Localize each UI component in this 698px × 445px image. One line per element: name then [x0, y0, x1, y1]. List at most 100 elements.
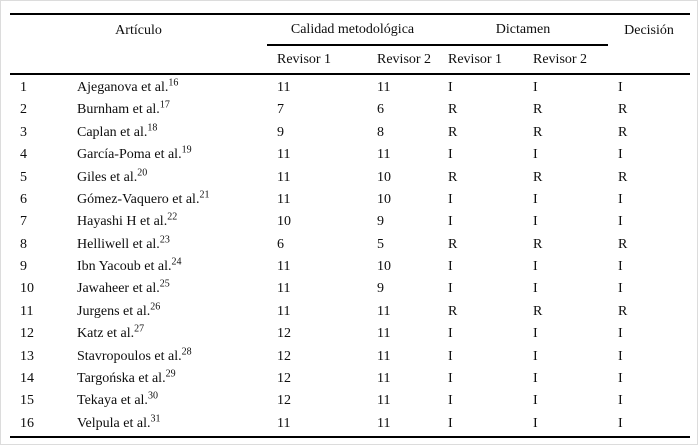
article-cell: Gómez-Vaquero et al.21: [52, 189, 267, 211]
dictamen-revisor2-cell: R: [533, 236, 543, 252]
article-cell: Giles et al.20: [52, 166, 267, 188]
dictamen-revisor1-cell: R: [448, 102, 458, 118]
row-number-cell: 15: [20, 393, 34, 409]
decision-cell: I: [618, 393, 623, 409]
dictamen-revisor2-cell: I: [533, 147, 538, 163]
dictamen-revisor1-cell: I: [438, 412, 523, 438]
calidad-revisor1-cell: 12: [277, 370, 291, 386]
dictamen-revisor2-cell: I: [533, 281, 538, 297]
row-number-cell: 16: [10, 412, 52, 438]
calidad-revisor2-cell: 5: [377, 236, 384, 252]
row-number-cell: 3: [20, 124, 27, 140]
row-number-cell: 13: [20, 348, 34, 364]
dictamen-revisor2-cell: R: [533, 124, 543, 140]
decision-cell: R: [618, 303, 628, 319]
article-cell: Burnham et al.17: [52, 99, 267, 121]
dictamen-revisor1-cell: I: [448, 259, 453, 274]
dictamen-revisor1-cell: I: [448, 191, 453, 207]
calidad-revisor2-cell: 11: [367, 412, 438, 438]
article-cell: Caplan et al.18: [52, 122, 267, 144]
dictamen-revisor2-cell: I: [533, 393, 538, 409]
calidad-revisor2-cell: 11: [377, 348, 391, 364]
calidad-revisor1-cell: 11: [277, 259, 291, 274]
article-author: Ajeganova et al.: [77, 80, 169, 95]
table-row: 5 Giles et al.20 11 10 R R R: [10, 166, 690, 188]
table-body: 1 Ajeganova et al.16 11 11 I I I 2 Burnham et al…: [10, 74, 691, 438]
table-row: 11 Jurgens et al.26 11 11 R R R: [10, 301, 690, 323]
reference-superscript: 19: [181, 144, 192, 156]
article-cell: Stavropoulos et al.28: [52, 345, 267, 367]
table-row: 9 Ibn Yacoub et al.24 11 10 I I I: [10, 256, 690, 278]
reference-superscript: 29: [165, 368, 176, 380]
article-cell: García-Poma et al.19: [52, 144, 267, 166]
calidad-revisor2-cell: 10: [377, 259, 391, 274]
dictamen-revisor1-cell: I: [448, 326, 453, 342]
row-number-cell: 7: [20, 214, 27, 230]
reference-superscript: 18: [147, 122, 158, 134]
article-cell: Jawaheer et al.25: [52, 278, 267, 300]
article-cell: Velpula et al.31: [52, 412, 267, 438]
dictamen-revisor2-cell: I: [533, 214, 538, 230]
table-header: Artículo Calidad metodológica Dictamen D…: [10, 14, 691, 75]
row-number-cell: 8: [20, 236, 27, 252]
dictamen-revisor2-cell: I: [533, 191, 538, 207]
dictamen-revisor2-cell: I: [533, 326, 538, 342]
article-cell: Targońska et al.29: [52, 368, 267, 390]
decision-cell: I: [618, 214, 623, 230]
header-calidad-revisor1: Revisor 1: [267, 45, 367, 75]
reference-superscript: 25: [159, 278, 170, 290]
header-dictamen: Dictamen: [438, 14, 609, 46]
reference-superscript: 30: [147, 390, 158, 402]
reference-superscript: 22: [167, 211, 178, 223]
table-row: 4 García-Poma et al.19 11 11 I I I: [10, 144, 690, 166]
calidad-revisor1-cell: 12: [277, 393, 291, 409]
calidad-revisor2-cell: 11: [377, 80, 391, 95]
calidad-revisor1-cell: 11: [267, 412, 367, 438]
dictamen-revisor1-cell: I: [448, 393, 453, 409]
header-calidad-metodologica: Calidad metodológica: [267, 14, 438, 46]
table-row: 10 Jawaheer et al.25 11 9 I I I: [10, 278, 690, 300]
row-number-cell: 2: [20, 102, 27, 118]
calidad-revisor1-cell: 7: [277, 102, 284, 118]
reference-superscript: 16: [168, 77, 179, 89]
calidad-revisor1-cell: 10: [277, 214, 291, 230]
decision-cell: I: [618, 370, 623, 386]
sub-header-empty: [608, 45, 691, 75]
table-row: 8 Helliwell et al.23 6 5 R R R: [10, 233, 690, 255]
row-number-cell: 5: [20, 169, 27, 185]
calidad-revisor1-cell: 11: [277, 169, 291, 185]
table-row: 1 Ajeganova et al.16 11 11 I I I: [10, 74, 690, 99]
sub-header-empty: [10, 45, 267, 75]
dictamen-revisor2-cell: I: [533, 80, 538, 95]
article-author: García-Poma et al.: [77, 147, 182, 163]
calidad-revisor2-cell: 8: [377, 124, 384, 140]
calidad-revisor2-cell: 6: [377, 102, 384, 118]
article-author: Giles et al.: [77, 169, 138, 185]
calidad-revisor2-cell: 11: [377, 370, 391, 386]
article-author: Jawaheer et al.: [77, 281, 160, 297]
calidad-revisor2-cell: 9: [377, 214, 384, 230]
decision-cell: I: [618, 259, 623, 274]
decision-cell: I: [618, 348, 623, 364]
header-decision: Decisión: [624, 22, 674, 38]
row-number-cell: 10: [20, 281, 34, 297]
calidad-revisor2-cell: 9: [377, 281, 384, 297]
calidad-revisor1-cell: 11: [277, 147, 291, 163]
reference-superscript: 28: [181, 345, 192, 357]
row-number-cell: 12: [20, 326, 34, 342]
dictamen-revisor2-cell: I: [523, 412, 609, 438]
decision-cell: I: [608, 412, 691, 438]
article-author: Ibn Yacoub et al.: [77, 259, 172, 274]
article-author: Targońska et al.: [77, 370, 166, 386]
dictamen-revisor2-cell: I: [533, 370, 538, 386]
article-author: Hayashi H et al.: [77, 214, 168, 230]
dictamen-revisor2-cell: I: [533, 348, 538, 364]
row-number-cell: 9: [20, 259, 27, 274]
dictamen-revisor1-cell: I: [448, 80, 453, 95]
calidad-revisor1-cell: 11: [277, 80, 291, 95]
article-author: Caplan et al.: [77, 124, 148, 140]
header-dictamen-revisor2: Revisor 2: [523, 45, 609, 75]
calidad-revisor1-cell: 12: [277, 348, 291, 364]
decision-cell: I: [618, 281, 623, 297]
